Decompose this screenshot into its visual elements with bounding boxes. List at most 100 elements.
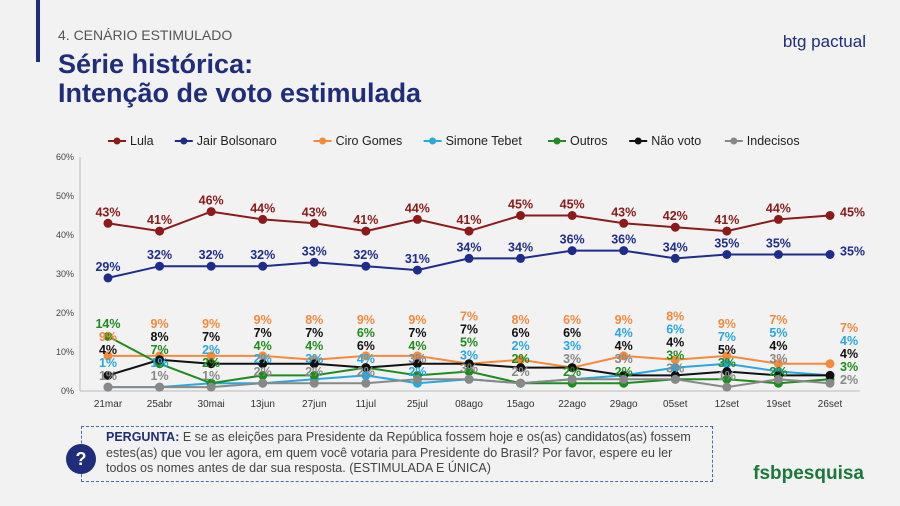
data-label: 6% <box>666 322 684 336</box>
data-point <box>722 382 732 392</box>
title-line-2: Intenção de voto estimulada <box>58 78 422 108</box>
data-point <box>258 378 268 388</box>
data-label: 3% <box>460 348 478 362</box>
data-point <box>722 226 732 236</box>
legend-entry: Outros <box>570 134 608 148</box>
y-tick-label: 20% <box>56 308 74 318</box>
data-label: 3% <box>615 352 633 366</box>
data-label: 3% <box>666 348 684 362</box>
data-label: 35% <box>840 245 865 259</box>
data-label: 2% <box>254 365 272 379</box>
data-label: 41% <box>456 213 481 227</box>
legend-entry: Lula <box>130 134 154 148</box>
data-point <box>825 378 835 388</box>
data-label: 3% <box>769 352 787 366</box>
data-point <box>155 355 165 365</box>
x-tick-label: 11jul <box>356 399 376 410</box>
data-point <box>464 374 474 384</box>
data-label: 9% <box>615 313 633 327</box>
data-point <box>412 359 422 369</box>
x-tick-label: 29ago <box>610 399 638 410</box>
legend-marker <box>180 137 188 145</box>
data-label: 9% <box>151 317 169 331</box>
data-point <box>361 351 371 361</box>
x-tick-label: 21mar <box>94 399 123 410</box>
data-label: 3% <box>563 339 581 353</box>
y-tick-label: 30% <box>56 269 74 279</box>
data-label: 6% <box>357 326 375 340</box>
x-tick-label: 05set <box>663 399 688 410</box>
data-label: 6% <box>512 326 530 340</box>
data-label: 44% <box>405 201 430 215</box>
data-label: 43% <box>95 205 120 219</box>
data-point <box>825 250 835 259</box>
data-label: 7% <box>254 326 272 340</box>
data-label: 9% <box>254 313 272 327</box>
data-label: 2% <box>305 365 323 379</box>
data-label: 4% <box>840 347 858 361</box>
data-point <box>155 226 165 236</box>
x-tick-label: 30mai <box>198 399 225 410</box>
data-point <box>309 257 319 267</box>
data-point <box>516 253 526 263</box>
data-label: 6% <box>563 326 581 340</box>
legend-entry: Ciro Gomes <box>336 134 403 148</box>
data-label: 9% <box>408 313 426 327</box>
data-label: 4% <box>615 339 633 353</box>
data-point <box>103 351 113 361</box>
data-point <box>722 367 732 376</box>
data-label: 32% <box>199 248 224 262</box>
data-label: 7% <box>305 326 323 340</box>
data-label: 34% <box>508 240 533 254</box>
data-point <box>567 246 577 256</box>
data-point <box>258 351 268 361</box>
data-point <box>103 382 113 392</box>
data-point <box>258 359 268 369</box>
x-tick-label: 15ago <box>507 399 535 410</box>
btg-logo: btg pactual <box>782 32 866 51</box>
question-text: E se as eleições para Presidente da Repú… <box>106 430 691 475</box>
data-label: 29% <box>95 260 120 274</box>
data-label: 45% <box>508 198 533 212</box>
data-label: 5% <box>769 326 787 340</box>
data-label: 3% <box>840 360 858 374</box>
y-tick-label: 60% <box>56 152 74 162</box>
data-point <box>567 211 577 220</box>
data-label: 2% <box>357 365 375 379</box>
data-label: 1% <box>202 369 220 383</box>
data-label: 7% <box>202 330 220 344</box>
data-point <box>464 253 474 263</box>
data-label: 7% <box>460 309 478 323</box>
data-point <box>103 218 113 228</box>
data-point <box>309 359 319 369</box>
x-tick-label: 19set <box>766 399 791 410</box>
data-label: 2% <box>769 365 787 379</box>
data-label: 14% <box>95 317 120 331</box>
line-chart: 0% 10% 20% 30% 40% 50% 60% 21mar 25abr 30mai 13jun… <box>56 134 865 410</box>
y-tick-label: 50% <box>56 191 74 201</box>
x-tick-label: 25abr <box>147 399 173 410</box>
legend-entry: Indecisos <box>747 134 800 148</box>
legend-marker <box>319 137 327 145</box>
accent-bar <box>36 0 40 62</box>
data-label: 6% <box>357 339 375 353</box>
data-label: 2% <box>840 373 858 387</box>
data-point <box>155 261 165 271</box>
data-point <box>516 211 526 220</box>
data-label: 4% <box>99 343 117 357</box>
data-label: 1% <box>99 369 117 383</box>
title-line-1: Série histórica: <box>58 49 254 79</box>
data-label: 4% <box>254 339 272 353</box>
data-point <box>825 359 835 369</box>
legend-marker <box>113 137 121 145</box>
data-label: 4% <box>769 339 787 353</box>
data-label: 1% <box>718 369 736 383</box>
data-label: 2% <box>202 356 220 370</box>
data-point <box>361 226 371 236</box>
data-label: 1% <box>99 356 117 370</box>
data-label: 2% <box>254 352 272 366</box>
data-point <box>619 218 629 228</box>
data-label: 7% <box>718 330 736 344</box>
data-point <box>670 222 680 232</box>
data-point <box>309 218 319 228</box>
